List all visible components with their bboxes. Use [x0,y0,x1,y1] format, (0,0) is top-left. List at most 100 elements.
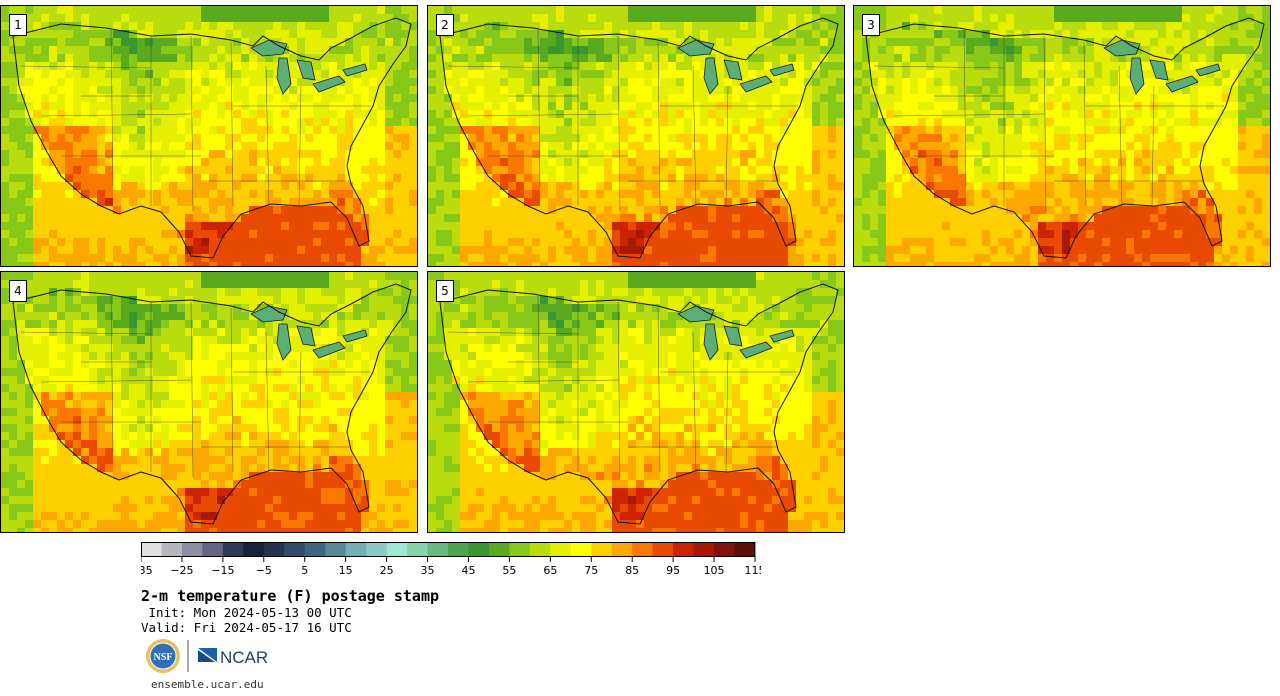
state-border [40,379,192,383]
temperature-field [1,6,417,266]
colorbar-swatch [263,542,285,557]
great-lake [342,63,368,77]
state-border [467,379,619,383]
coastline [439,283,839,525]
colorbar-swatch [488,542,510,557]
colorbar-swatch [386,542,408,557]
colorbar-tick-label: 95 [666,564,680,577]
great-lake [276,323,292,361]
colorbar-swatch [243,542,265,557]
panel-label: 3 [862,14,880,36]
map-panel-2: 2 [427,5,845,267]
state-border [110,295,114,453]
state-border [20,65,152,69]
state-border [692,65,697,207]
great-lake [296,59,316,81]
great-lake [1129,57,1145,95]
colorbar-tick-label: 25 [380,564,394,577]
state-border [657,41,661,207]
great-lake [739,75,773,93]
great-lake [703,57,719,95]
great-lake [739,341,773,359]
state-border [657,307,661,473]
ncar-logo: NCAR [198,648,268,667]
colorbar-tick-label: 115 [745,564,762,577]
coastline [439,17,839,259]
nsf-logo-text: NSF [154,652,173,663]
state-border [110,29,114,187]
colorbar-swatch [509,542,531,557]
state-border [893,113,1045,117]
valid-time: Valid: Fri 2024-05-17 16 UTC [141,620,352,635]
footer-url: ensemble.ucar.edu [151,678,264,691]
colorbar-swatch [448,542,469,557]
great-lake [723,59,743,81]
colorbar-swatch [714,542,736,557]
coastline [865,17,1265,259]
colorbar-tick-label: −35 [141,564,153,577]
colorbar-tick-label: 105 [704,564,725,577]
init-time: Init: Mon 2024-05-13 00 UTC [141,605,352,620]
colorbar-tick-label: 55 [502,564,516,577]
map-panel-4: 4 [0,271,418,533]
colorbar-swatch [325,542,347,557]
great-lake [1195,63,1221,77]
panel-label: 1 [9,14,27,36]
great-lake [1165,75,1199,93]
colorbar-swatch [284,542,306,557]
great-lake [296,325,316,347]
state-border [963,29,967,187]
panel-label: 4 [9,280,27,302]
great-lake [723,325,743,347]
colorbar-swatch [673,542,695,557]
colorbar-tick-label: 65 [543,564,557,577]
map-panel-5: 5 [427,271,845,533]
colorbar-swatch [652,542,674,557]
great-lake [1149,59,1169,81]
colorbar-tick-label: 15 [339,564,353,577]
colorbar-swatch [202,542,224,557]
great-lake [312,75,346,93]
panel-label: 2 [436,14,454,36]
colorbar-swatch [570,542,592,557]
colorbar-swatch [366,542,388,557]
colorbar-swatch [550,542,572,557]
state-border [537,29,541,187]
temperature-field [428,272,844,532]
map-panel-3: 3 [853,5,1271,267]
state-border [190,35,194,212]
great-lake [276,57,292,95]
temperature-field [428,6,844,266]
colorbar-swatch [529,542,551,557]
coastline [12,283,412,525]
state-border [617,35,621,212]
state-border [20,331,152,335]
colorbar-tick-label: −15 [211,564,234,577]
colorbar-swatch [345,542,367,557]
state-border [537,295,541,453]
coastline [12,17,412,259]
temperature-field [1,272,417,532]
state-border [265,331,270,473]
colorbar-tick-label: −5 [256,564,272,577]
colorbar-tick-label: 85 [625,564,639,577]
colorbar-swatch [632,542,654,557]
colorbar-swatch [304,542,326,557]
map-panel-1: 1 [0,5,418,267]
state-border [873,65,1005,69]
colorbar-swatch [468,542,490,557]
great-lake [769,329,795,343]
logos: NSF NCAR [145,638,285,676]
colorbar-tick-label: 5 [301,564,308,577]
state-border [190,301,194,478]
state-border [447,65,579,69]
colorbar-tick-label: 35 [421,564,435,577]
colorbar-swatch [611,542,633,557]
chart-title: 2-m temperature (F) postage stamp [141,587,440,605]
colorbar-swatch [591,542,613,557]
colorbar-tick-label: 75 [584,564,598,577]
great-lake [703,323,719,361]
state-border [1083,41,1087,207]
colorbar-swatch [141,542,162,557]
state-border [230,41,234,207]
